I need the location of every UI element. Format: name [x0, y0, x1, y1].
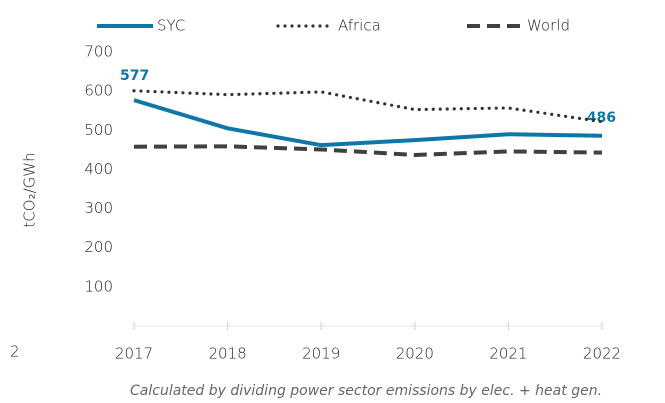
- footnote: Calculated by dividing power sector emis…: [130, 383, 602, 399]
- y-tick-label: 600: [84, 82, 113, 100]
- y-tick-label: 700: [84, 43, 113, 61]
- y-tick-label: 500: [84, 121, 113, 139]
- x-tick-label: 2018: [209, 345, 247, 363]
- series-line: [133, 98, 603, 148]
- x-tick-label: 2017: [115, 345, 153, 363]
- y-tick-label: 200: [84, 238, 113, 256]
- x-tick-label: 2021: [489, 345, 527, 363]
- legend-label: Africa: [338, 17, 381, 35]
- value-label: 577: [120, 68, 149, 84]
- legend-label: SYC: [157, 17, 185, 35]
- y-tick-label: 300: [84, 199, 113, 217]
- x-tick-label: 2020: [396, 345, 434, 363]
- x-tick-label: 2019: [302, 345, 340, 363]
- legend-label: World: [527, 17, 570, 35]
- y-tick-label: 400: [84, 160, 113, 178]
- series-line: [133, 144, 603, 157]
- x-tick-label: 2022: [583, 345, 621, 363]
- y-axis-label: tCO₂/GWh: [21, 152, 39, 227]
- side-text: 2: [10, 343, 20, 361]
- series-line: [132, 89, 604, 124]
- y-tick-label: 100: [84, 277, 113, 295]
- value-label: 486: [587, 110, 616, 126]
